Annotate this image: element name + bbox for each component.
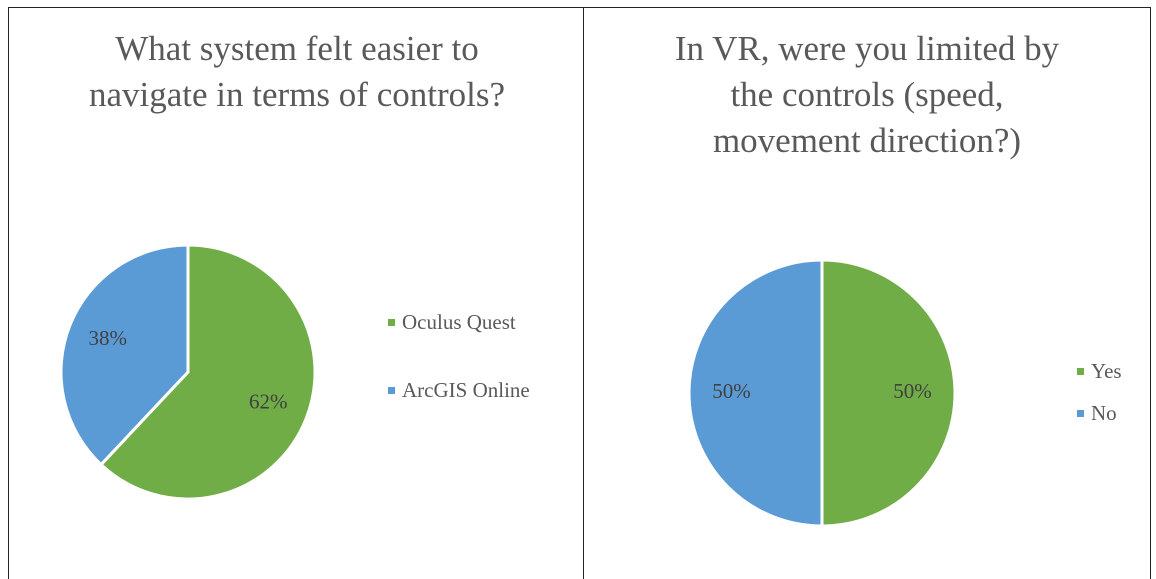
pie-slice bbox=[687, 258, 824, 528]
panel bbox=[583, 7, 1151, 579]
legend-swatch bbox=[388, 387, 395, 394]
legend-label: Oculus Quest bbox=[402, 310, 516, 334]
legend-item: No bbox=[1077, 401, 1156, 426]
legend-label: No bbox=[1091, 401, 1117, 425]
chart-title: In VR, were you limited by the controls … bbox=[674, 29, 1060, 160]
chart-title: What system felt easier to navigate in t… bbox=[89, 29, 505, 114]
data-label: 50% bbox=[712, 379, 751, 403]
legend-item: ArcGIS Online bbox=[388, 378, 582, 403]
pie-slice bbox=[98, 243, 317, 501]
data-label: 38% bbox=[88, 326, 127, 350]
data-label: 50% bbox=[893, 379, 932, 403]
legend-item: Yes bbox=[1077, 359, 1156, 384]
legend-swatch bbox=[1077, 368, 1084, 375]
legend-label: Yes bbox=[1091, 359, 1122, 383]
pie-slice bbox=[59, 243, 190, 467]
pie-slice bbox=[820, 258, 957, 528]
legend-swatch bbox=[388, 319, 395, 326]
data-label: 62% bbox=[249, 390, 288, 414]
legend-label: ArcGIS Online bbox=[402, 378, 530, 402]
legend-swatch bbox=[1077, 410, 1084, 417]
panel bbox=[8, 7, 584, 579]
legend-item: Oculus Quest bbox=[388, 310, 582, 335]
